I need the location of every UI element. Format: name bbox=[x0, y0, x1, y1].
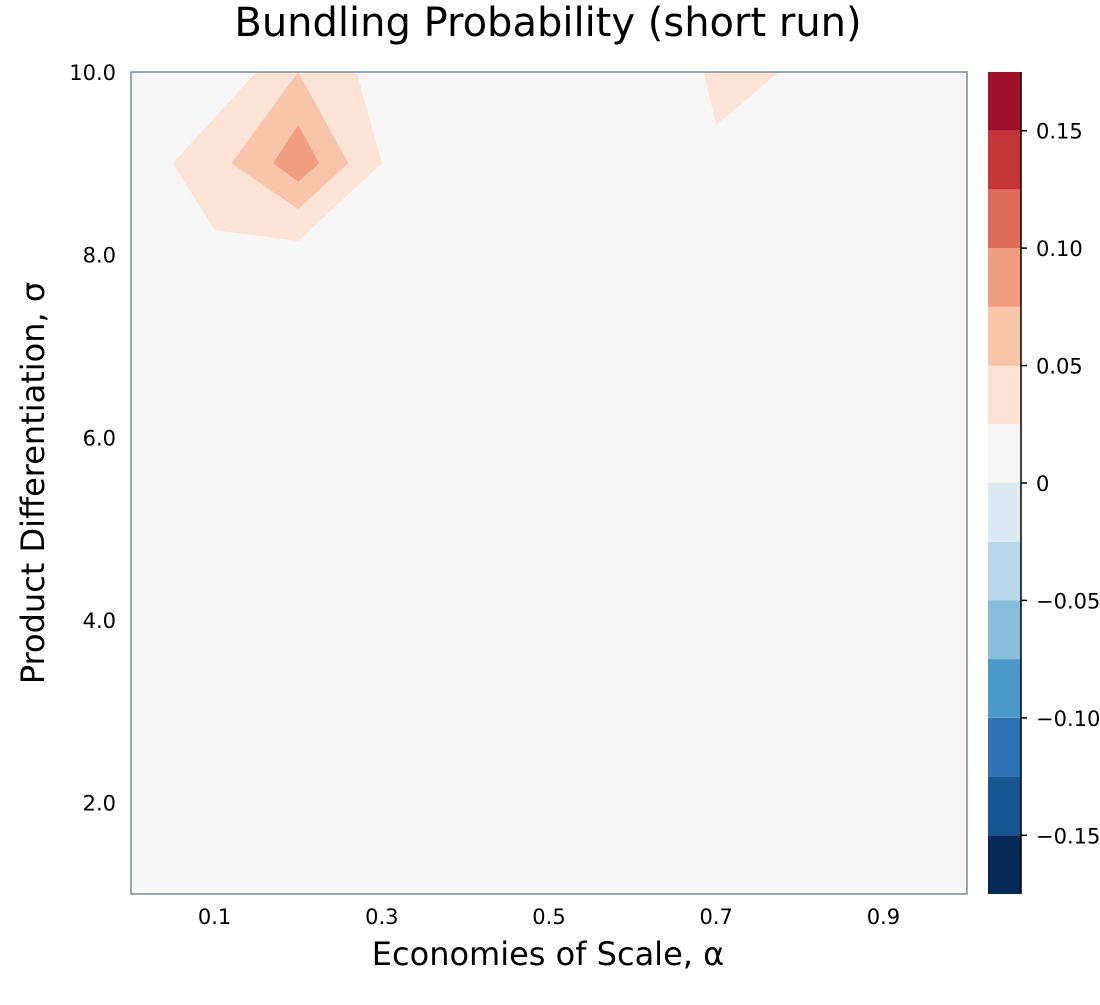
plot-frame bbox=[130, 71, 968, 895]
x-axis-ticks: 0.1 0.3 0.5 0.7 0.9 bbox=[198, 905, 900, 929]
chart-title: Bundling Probability (short run) bbox=[234, 0, 861, 46]
x-tick-label: 0.3 bbox=[365, 905, 398, 929]
colorbar-tick-label: 0 bbox=[1036, 472, 1049, 496]
colorbar: −0.15 −0.10 −0.05 0 0.05 0.10 0.15 bbox=[988, 72, 1100, 894]
colorbar-band bbox=[988, 659, 1021, 718]
colorbar-band bbox=[988, 835, 1021, 894]
colorbar-ticks: −0.15 −0.10 −0.05 0 0.05 0.10 0.15 bbox=[1021, 120, 1100, 848]
colorbar-band bbox=[988, 72, 1021, 131]
colorbar-band bbox=[988, 424, 1021, 483]
colorbar-band bbox=[988, 483, 1021, 542]
x-tick-label: 0.9 bbox=[867, 905, 900, 929]
colorbar-band bbox=[988, 717, 1021, 777]
colorbar-band bbox=[988, 130, 1021, 190]
y-tick-label: 6.0 bbox=[83, 426, 116, 450]
y-tick-label: 10.0 bbox=[69, 61, 116, 85]
colorbar-tick-label: 0.05 bbox=[1036, 355, 1083, 379]
colorbar-tick-label: 0.15 bbox=[1036, 120, 1083, 144]
colorbar-band bbox=[988, 600, 1021, 660]
colorbar-band bbox=[988, 365, 1021, 425]
colorbar-band bbox=[988, 306, 1021, 366]
contour-regions bbox=[172, 72, 779, 241]
colorbar-band bbox=[988, 189, 1021, 249]
colorbar-tick-label: −0.05 bbox=[1036, 589, 1100, 613]
contour-region-1 bbox=[703, 72, 779, 125]
x-tick-label: 0.5 bbox=[532, 905, 565, 929]
y-tick-label: 4.0 bbox=[83, 609, 116, 633]
colorbar-band bbox=[988, 541, 1021, 601]
colorbar-tick-label: −0.15 bbox=[1036, 824, 1100, 848]
x-axis-label: Economies of Scale, α bbox=[372, 935, 724, 973]
colorbar-tick-label: −0.10 bbox=[1036, 707, 1100, 731]
y-tick-label: 2.0 bbox=[83, 792, 116, 816]
colorbar-bands bbox=[988, 72, 1022, 894]
x-tick-label: 0.7 bbox=[699, 905, 732, 929]
y-tick-label: 8.0 bbox=[83, 244, 116, 268]
plot-area bbox=[130, 71, 968, 895]
colorbar-band bbox=[988, 776, 1021, 836]
y-axis-label: Product Differentiation, σ bbox=[14, 282, 52, 684]
y-axis-ticks: 2.0 4.0 6.0 8.0 10.0 bbox=[69, 61, 116, 816]
x-tick-label: 0.1 bbox=[198, 905, 231, 929]
colorbar-band bbox=[988, 248, 1021, 307]
contour-region-3 bbox=[273, 125, 320, 182]
colorbar-tick-label: 0.10 bbox=[1036, 237, 1083, 261]
